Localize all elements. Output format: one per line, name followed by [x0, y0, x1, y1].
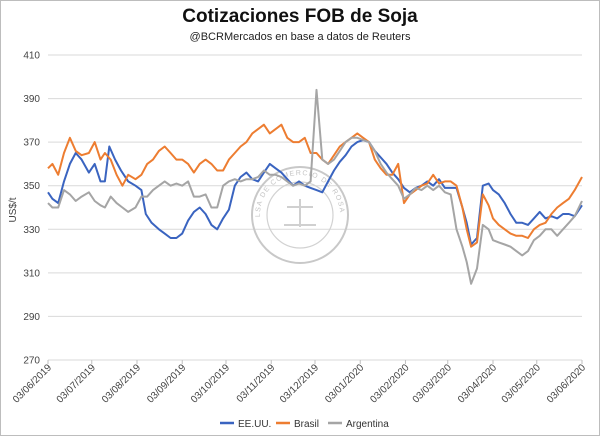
- x-tick-label: 03/04/2020: [456, 362, 499, 405]
- x-tick-label: 03/12/2019: [278, 362, 321, 405]
- y-tick-label: 270: [23, 356, 40, 367]
- y-tick-label: 370: [23, 138, 40, 149]
- chart-subtitle: @BCRMercados en base a datos de Reuters: [189, 31, 411, 43]
- x-tick-label: 03/05/2020: [500, 362, 543, 405]
- x-tick-label: 03/09/2019: [145, 362, 188, 405]
- seal-emblem: [284, 199, 316, 227]
- series-line-0: [47, 139, 583, 246]
- x-tick-label: 03/10/2019: [189, 362, 232, 405]
- y-tick-label: 330: [23, 225, 40, 236]
- x-axis-ticks: 03/06/2019 03/07/2019 03/08/2019 03/09/2019…: [11, 360, 588, 406]
- legend-label: EE.UU.: [238, 419, 271, 430]
- legend-label: Brasil: [294, 419, 319, 430]
- series-lines: [47, 88, 583, 285]
- y-tick-label: 350: [23, 181, 40, 192]
- y-tick-label: 410: [23, 51, 40, 62]
- seal-outer-ring: [251, 166, 349, 264]
- y-axis-ticks: 270 290 310 330 350 370 390 410: [23, 51, 40, 367]
- x-tick-label: 03/06/2019: [11, 362, 54, 405]
- y-tick-label: 290: [23, 312, 40, 323]
- legend: EE.UU. Brasil Argentina: [220, 419, 389, 430]
- x-tick-label: 03/08/2019: [100, 362, 143, 405]
- y-tick-label: 390: [23, 94, 40, 105]
- x-tick-label: 03/03/2020: [411, 362, 454, 405]
- x-tick-label: 03/01/2020: [323, 362, 366, 405]
- y-tick-label: 310: [23, 268, 40, 279]
- x-tick-label: 03/07/2019: [55, 362, 98, 405]
- watermark-seal: BOLSA DE COMERCIO DE ROSARIO: [0, 0, 349, 264]
- series-line-1: [47, 123, 583, 248]
- chart-title: Cotizaciones FOB de Soja: [182, 6, 418, 27]
- x-tick-label: 03/06/2020: [545, 362, 588, 405]
- y-axis-label: US$/t: [8, 197, 19, 222]
- x-tick-label: 03/02/2020: [368, 362, 411, 405]
- series-line-2: [47, 88, 583, 285]
- legend-label: Argentina: [346, 419, 389, 430]
- x-tick-label: 03/11/2019: [235, 362, 278, 405]
